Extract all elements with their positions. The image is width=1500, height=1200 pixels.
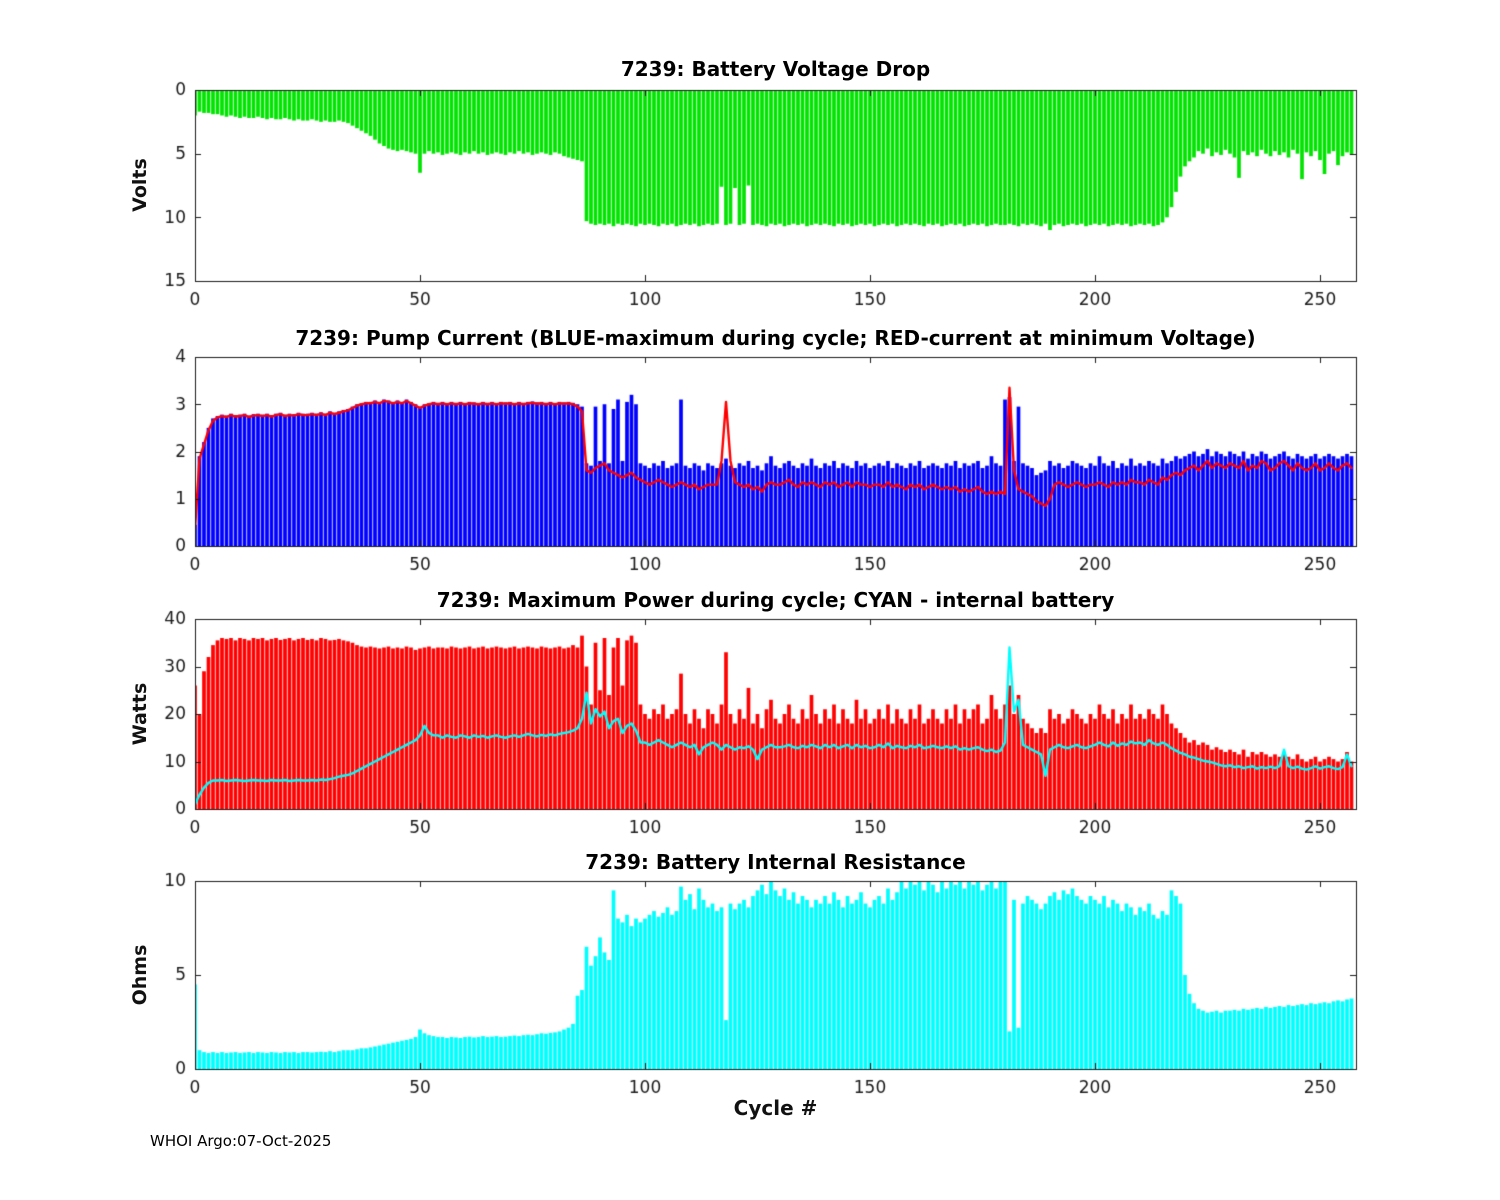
chart3-title: 7239: Maximum Power during cycle; CYAN -…	[436, 588, 1115, 612]
chart2-title: 7239: Pump Current (BLUE-maximum during …	[295, 326, 1256, 350]
x-axis-label: Cycle #	[733, 1096, 818, 1120]
figure-footer: WHOI Argo:07-Oct-2025	[150, 1132, 332, 1150]
chart3-ylabel: Watts	[129, 682, 151, 746]
chart1-ylabel: Volts	[129, 158, 151, 212]
chart4-ylabel: Ohms	[129, 944, 151, 1006]
chart4-title: 7239: Battery Internal Resistance	[585, 850, 966, 874]
chart1-title: 7239: Battery Voltage Drop	[620, 57, 931, 81]
